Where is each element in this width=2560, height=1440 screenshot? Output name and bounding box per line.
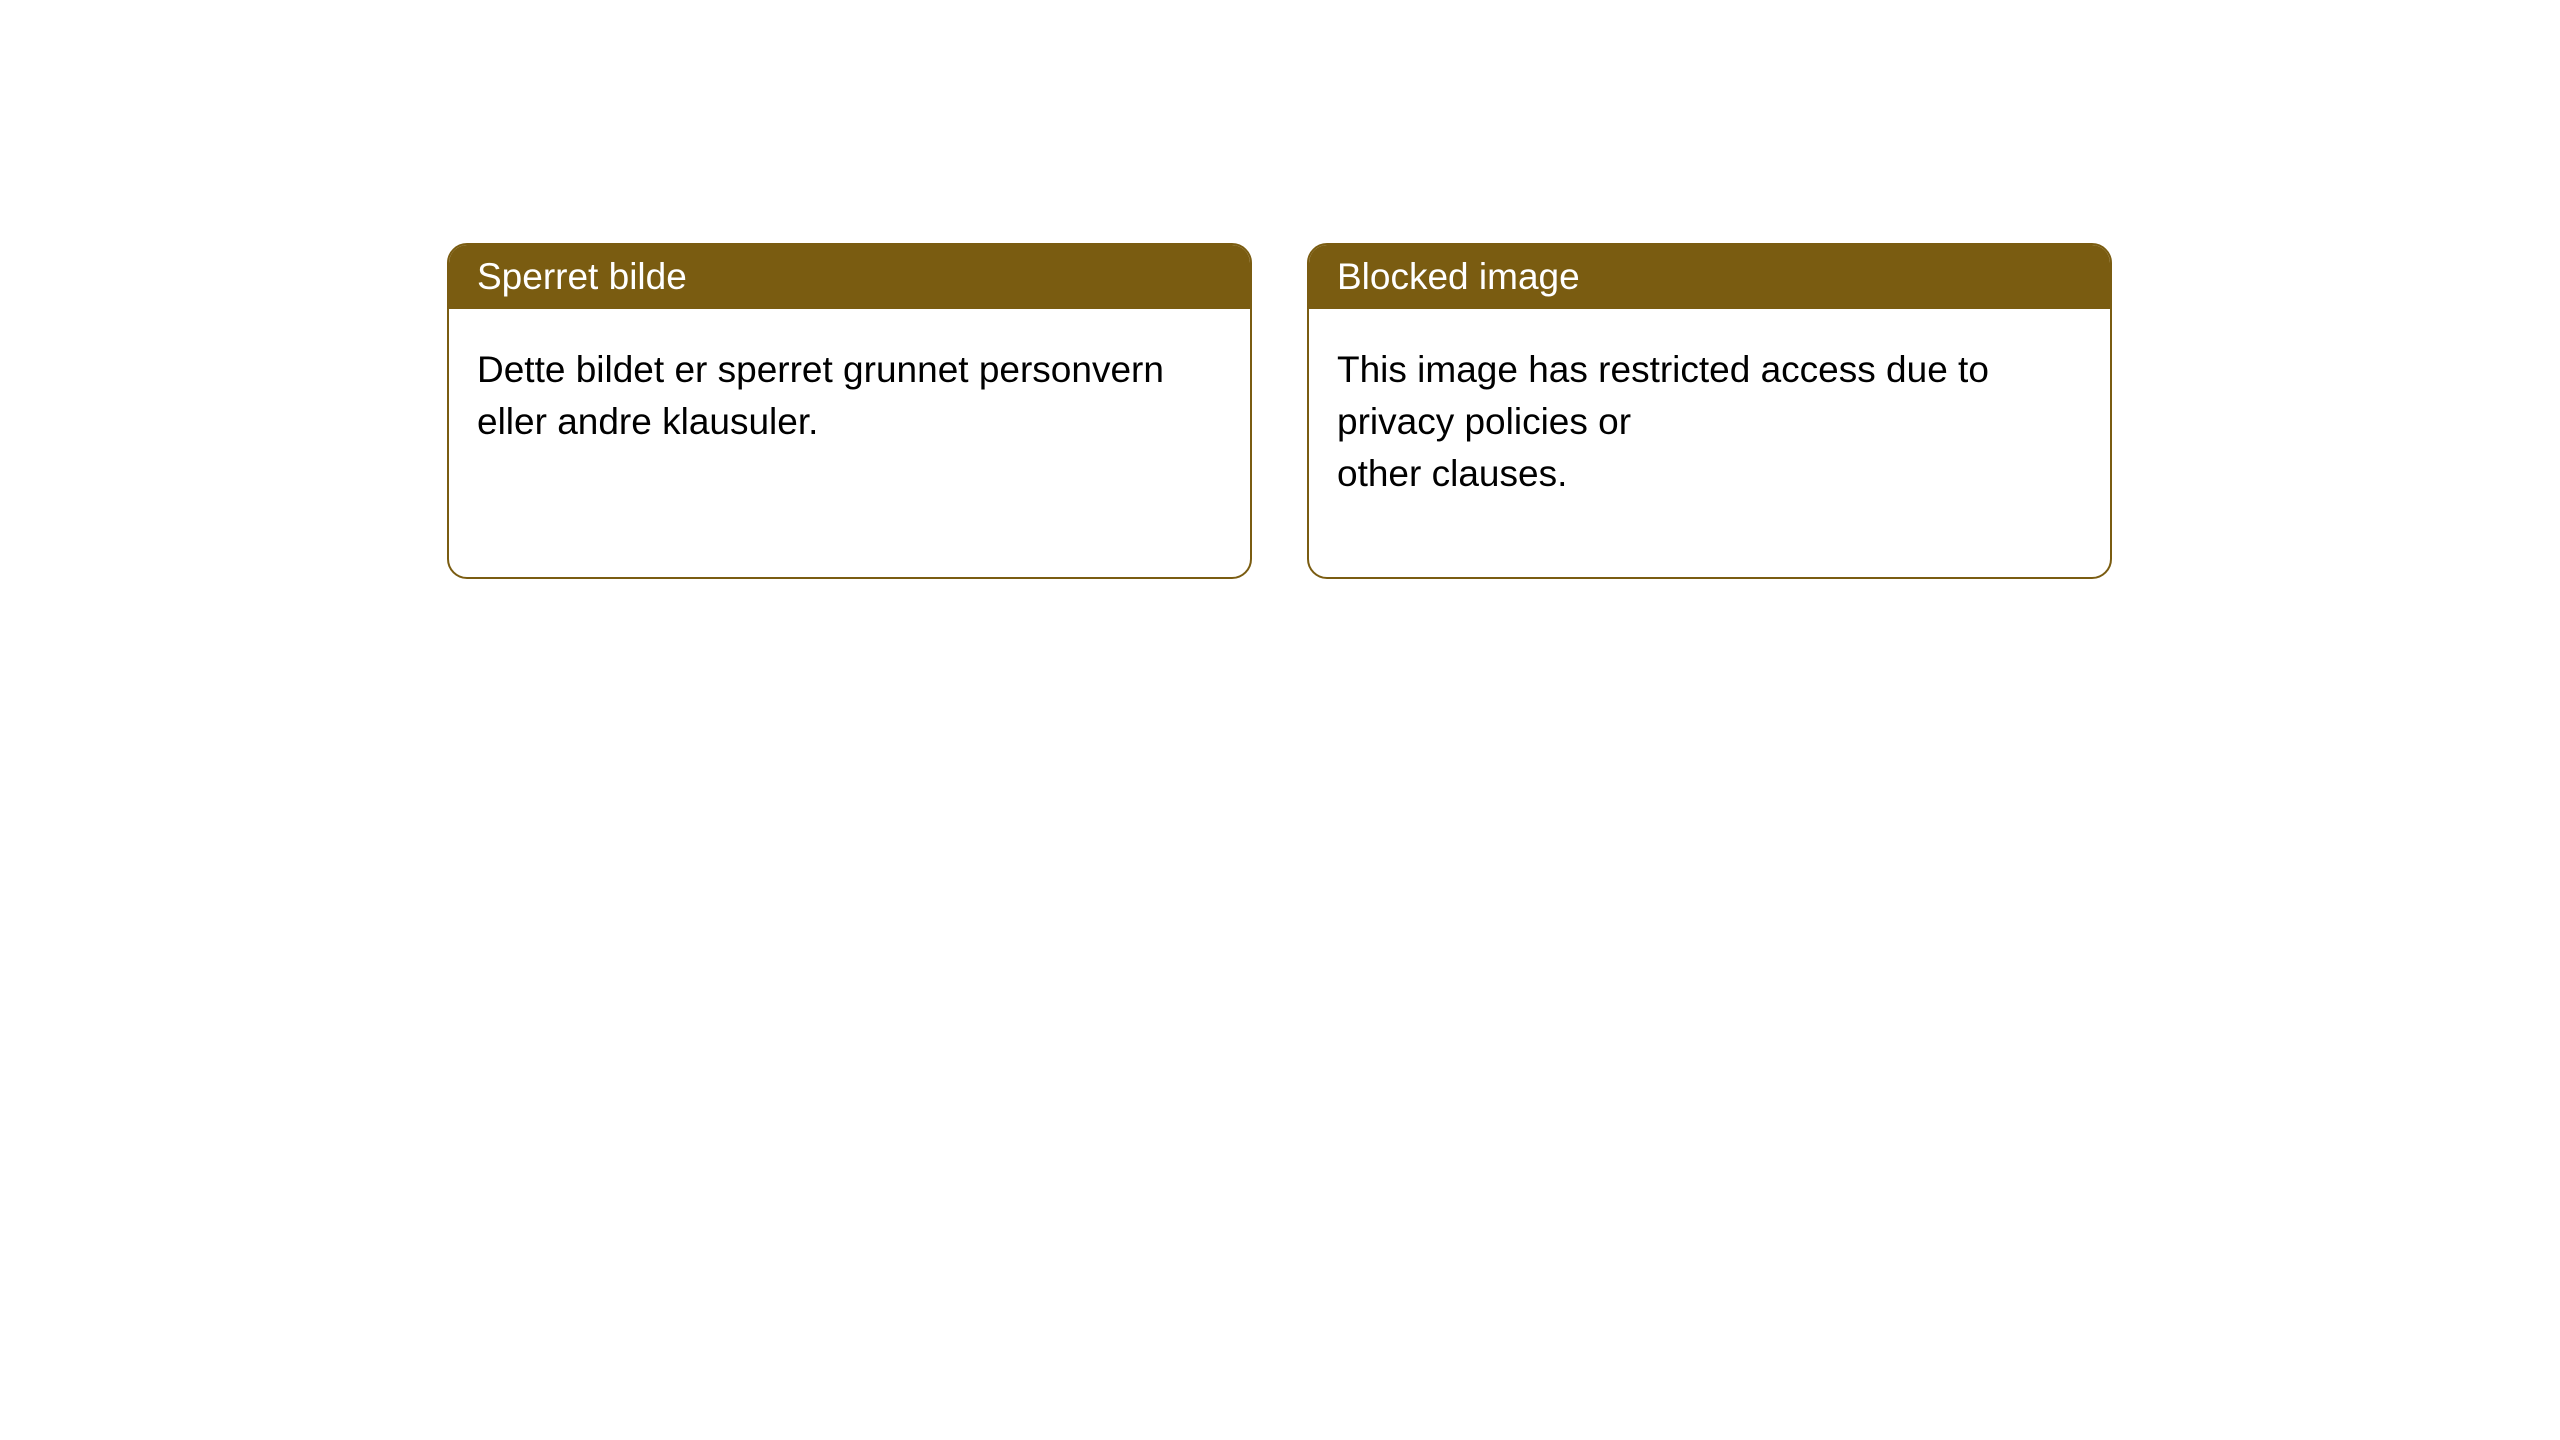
notice-cards-container: Sperret bilde Dette bildet er sperret gr… bbox=[447, 243, 2112, 579]
notice-body-english: This image has restricted access due to … bbox=[1309, 309, 2110, 534]
notice-body-norwegian: Dette bildet er sperret grunnet personve… bbox=[449, 309, 1250, 483]
notice-card-english: Blocked image This image has restricted … bbox=[1307, 243, 2112, 579]
notice-card-norwegian: Sperret bilde Dette bildet er sperret gr… bbox=[447, 243, 1252, 579]
notice-header-norwegian: Sperret bilde bbox=[449, 245, 1250, 309]
notice-header-english: Blocked image bbox=[1309, 245, 2110, 309]
